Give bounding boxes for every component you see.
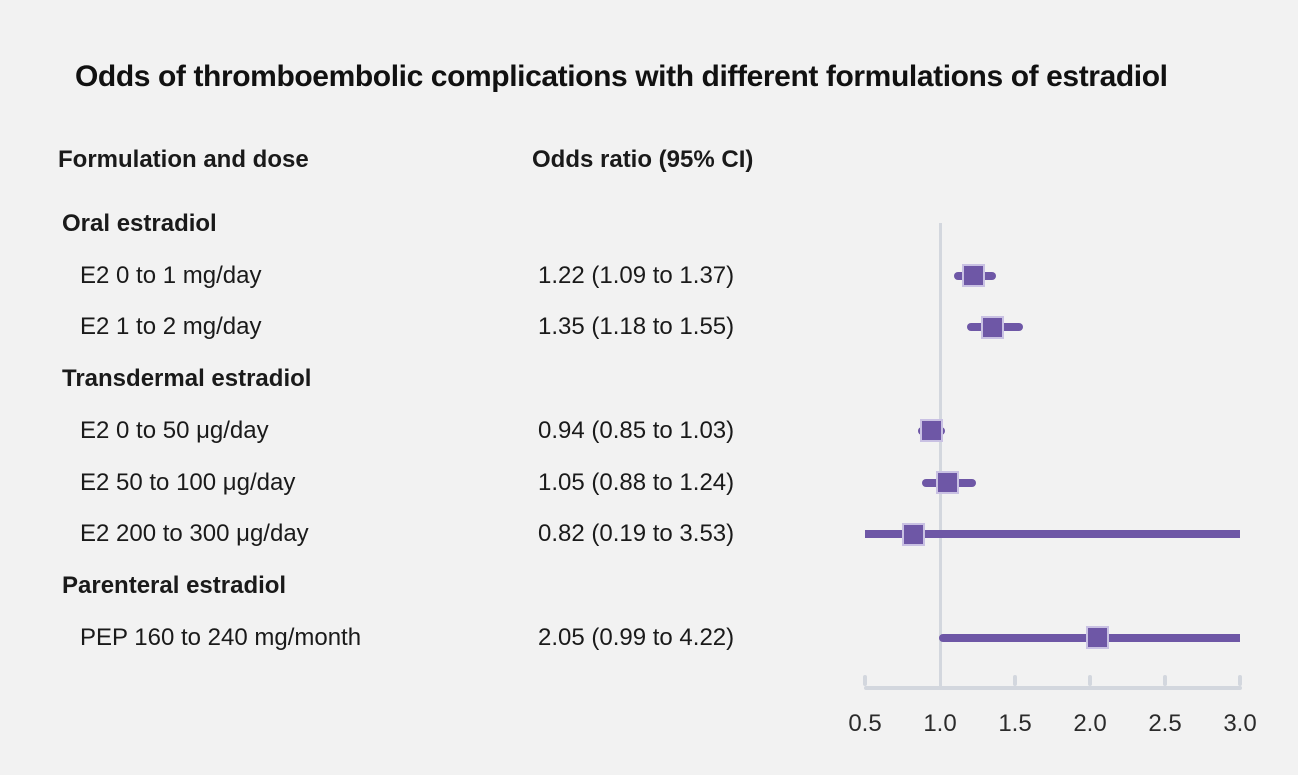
- x-axis-tick: [1013, 675, 1017, 686]
- group-label: Oral estradiol: [62, 210, 217, 237]
- x-axis-tick: [1238, 675, 1242, 686]
- column-header-odds-ratio: Odds ratio (95% CI): [532, 146, 754, 173]
- odds-ratio-marker: [1086, 626, 1109, 650]
- item-label: E2 0 to 1 mg/day: [80, 261, 262, 289]
- item-label: E2 200 to 300 μg/day: [80, 520, 309, 548]
- group-label: Parenteral estradiol: [62, 571, 287, 599]
- x-axis-tick-label: 2.0: [1073, 710, 1107, 737]
- column-header-formulation: Formulation and dose: [58, 146, 309, 173]
- odds-ratio-value: 1.05 (0.88 to 1.24): [538, 468, 735, 496]
- odds-ratio-marker: [919, 419, 943, 443]
- odds-ratio-value: 1.35 (1.18 to 1.55): [538, 313, 735, 341]
- odds-ratio-marker: [961, 264, 985, 288]
- x-axis-tick: [863, 675, 867, 686]
- group-label: Transdermal estradiol: [62, 365, 312, 393]
- odds-ratio-marker: [936, 471, 959, 495]
- x-axis-tick: [1163, 675, 1167, 686]
- item-label: E2 50 to 100 μg/day: [80, 468, 296, 496]
- item-label: PEP 160 to 240 mg/month: [80, 623, 362, 651]
- x-axis-tick-label: 0.5: [848, 710, 882, 737]
- odds-ratio-value: 1.22 (1.09 to 1.37): [538, 261, 735, 289]
- chart-title: Odds of thromboembolic complications wit…: [75, 60, 1168, 93]
- x-axis-line: [863, 686, 1242, 690]
- odds-ratio-marker: [901, 522, 925, 546]
- x-axis-tick: [1088, 675, 1092, 686]
- x-axis-tick-label: 1.5: [998, 710, 1032, 737]
- odds-ratio-value: 2.05 (0.99 to 4.22): [538, 623, 735, 651]
- x-axis-tick-label: 2.5: [1148, 710, 1182, 737]
- confidence-interval-line: [865, 530, 1240, 539]
- x-axis-tick-label: 1.0: [923, 710, 957, 737]
- odds-ratio-value: 0.82 (0.19 to 3.53): [538, 520, 735, 548]
- item-label: E2 0 to 50 μg/day: [80, 416, 269, 444]
- odds-ratio-marker: [981, 315, 1004, 339]
- item-label: E2 1 to 2 mg/day: [80, 313, 262, 341]
- reference-line: [938, 223, 942, 689]
- odds-ratio-value: 0.94 (0.85 to 1.03): [538, 416, 735, 444]
- x-axis-tick-label: 3.0: [1223, 710, 1257, 737]
